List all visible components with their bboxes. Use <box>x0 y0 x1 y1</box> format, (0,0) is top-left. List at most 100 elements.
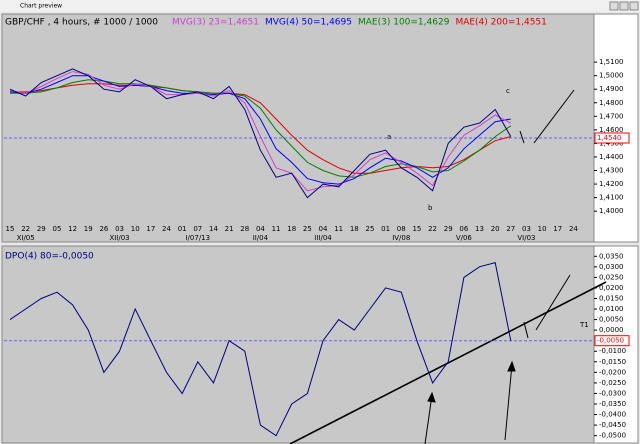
x-group-label: XI/05 <box>17 234 35 242</box>
annotation: b <box>428 204 433 212</box>
y-tick-label: -0,0350 <box>599 400 626 408</box>
y-tick-label: 1,5000 <box>599 72 624 80</box>
y-tick-label: 1,5100 <box>599 58 624 66</box>
x-tick-label: 20 <box>491 225 500 233</box>
y-tick-label: -0,0100 <box>599 347 626 355</box>
maximize-button[interactable] <box>619 1 629 11</box>
x-tick-label: 04 <box>256 225 265 233</box>
y-tick-label: -0,0150 <box>599 358 626 366</box>
x-group-label: I/07/13 <box>185 234 210 242</box>
close-button[interactable] <box>629 1 639 11</box>
y-tick-label: 1,4000 <box>599 207 624 215</box>
x-group-label: V/06 <box>456 234 473 242</box>
y-tick-label: 0,0300 <box>599 263 624 271</box>
x-tick-label: 15 <box>6 225 15 233</box>
annotation: c <box>506 87 510 95</box>
x-tick-label: 11 <box>272 225 281 233</box>
x-tick-label: 22 <box>21 225 30 233</box>
x-tick-label: 03 <box>522 225 531 233</box>
last-value-box <box>594 132 630 144</box>
drawings <box>289 89 607 444</box>
window-title: Chart preview <box>20 3 62 10</box>
y-tick-label: 1,4400 <box>599 153 624 161</box>
x-tick-label: 26 <box>99 225 108 233</box>
last-value-label: 1,4540 <box>597 134 622 142</box>
x-tick-label: 27 <box>506 225 515 233</box>
x-tick-label: 06 <box>459 225 468 233</box>
line <box>9 68 512 199</box>
x-tick-label: 13 <box>475 225 484 233</box>
x-tick-label: 12 <box>68 225 77 233</box>
y-tick-label: 0,0000 <box>599 326 624 334</box>
x-tick-label: 11 <box>334 225 343 233</box>
x-tick-label: 17 <box>146 225 155 233</box>
legend-entry: MAE(4) 200=1,4551 <box>455 18 546 28</box>
y-tick-label: 0,0100 <box>599 305 624 313</box>
x-tick-label: 24 <box>569 225 578 233</box>
x-tick-label: 07 <box>193 225 202 233</box>
x-tick-label: 03 <box>115 225 124 233</box>
y-tick-label: -0,0250 <box>599 379 626 387</box>
x-tick-label: 17 <box>553 225 562 233</box>
annotation: a <box>387 133 391 141</box>
y-tick-label: 1,4600 <box>599 126 624 134</box>
y-tick-label: 1,4800 <box>599 99 624 107</box>
x-tick-label: 25 <box>303 225 312 233</box>
y-tick-label: 0,0350 <box>599 252 624 260</box>
x-group-label: XII/03 <box>109 234 129 242</box>
x-group-label: II/04 <box>253 234 269 242</box>
y-tick-label: 0,0250 <box>599 273 624 281</box>
title-bar <box>0 0 640 12</box>
x-tick-label: 14 <box>209 225 218 233</box>
minimize-button[interactable] <box>609 1 619 11</box>
dpo-panel <box>1 245 595 444</box>
y-tick-label: 1,4700 <box>599 112 624 120</box>
x-tick-label: 19 <box>84 225 93 233</box>
x-tick-label: 15 <box>412 225 421 233</box>
x-tick-label: 29 <box>37 225 46 233</box>
x-tick-label: 21 <box>225 225 234 233</box>
line <box>9 71 512 192</box>
y-tick-label: 1,4900 <box>599 85 624 93</box>
y-tick-label: 0,0150 <box>599 294 624 302</box>
y-tick-label: 1,4300 <box>599 167 624 175</box>
last-value-label: -0,0050 <box>597 337 624 345</box>
x-tick-label: 29 <box>444 225 453 233</box>
line <box>10 83 511 174</box>
x-tick-label: 18 <box>287 225 296 233</box>
x-group-label: III/04 <box>314 234 332 242</box>
x-tick-label: 25 <box>365 225 374 233</box>
x-tick-label: 05 <box>52 225 61 233</box>
x-tick-label: 01 <box>381 225 390 233</box>
legend-entry: MVG(3) 23=1,4651 <box>172 18 259 28</box>
x-tick-label: 28 <box>240 225 249 233</box>
x-group-label: IV/08 <box>392 234 410 242</box>
x-tick-label: 04 <box>319 225 328 233</box>
y-tick-label: 0,0200 <box>599 284 624 292</box>
annotation: T1 <box>579 321 589 329</box>
x-tick-label: 22 <box>428 225 437 233</box>
y-tick-label: -0,0200 <box>599 368 626 376</box>
x-tick-label: 18 <box>350 225 359 233</box>
price-panel <box>1 13 595 243</box>
x-tick-label: 10 <box>538 225 547 233</box>
x-tick-label: 01 <box>178 225 187 233</box>
x-group-label: VI/03 <box>517 234 535 242</box>
y-tick-label: 1,4200 <box>599 180 624 188</box>
price-axis <box>593 13 639 243</box>
line <box>9 261 512 437</box>
dpo-title: DPO(4) 80=-0,0050 <box>5 252 94 262</box>
chart-title: GBP/CHF , 4 hours, # 1000 / 1000 <box>5 18 158 28</box>
legend-entry: MAE(3) 100=1,4629 <box>358 18 450 28</box>
last-value-box <box>594 335 630 347</box>
legend-entry: MVG(4) 50=1,4695 <box>265 18 352 28</box>
x-tick-label: 08 <box>397 225 406 233</box>
y-tick-label: -0,0400 <box>599 411 626 419</box>
y-tick-label: 0,0050 <box>599 316 624 324</box>
y-tick-label: -0,0500 <box>599 432 626 440</box>
y-tick-label: 1,4100 <box>599 194 624 202</box>
x-tick-label: 24 <box>162 225 171 233</box>
x-tick-label: 10 <box>131 225 140 233</box>
y-tick-label: -0,0450 <box>599 421 626 429</box>
